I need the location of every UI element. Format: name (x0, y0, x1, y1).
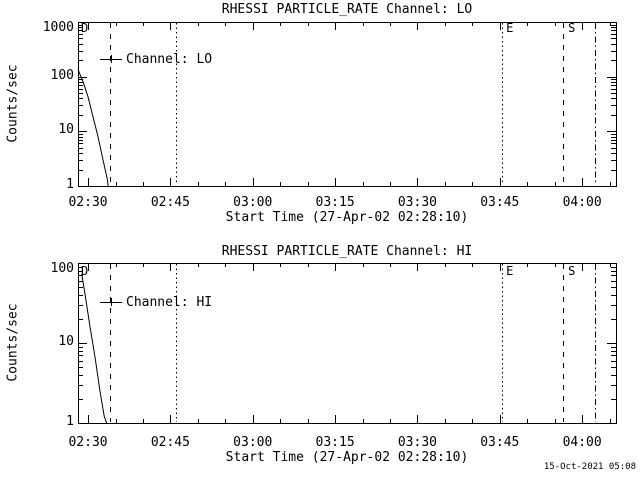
x-tick-label: 04:00 (562, 195, 602, 210)
y-tick-label: 10 (58, 334, 74, 349)
y-tick-label: 10 (58, 122, 74, 138)
legend-label-lo: Channel: LO (126, 52, 213, 67)
flag-letter: S (568, 264, 576, 278)
flag-letter: D (81, 264, 89, 278)
y-axis-title-hi: Counts/sec (5, 303, 21, 382)
y-tick-label: 1000 (42, 20, 74, 35)
legend-label-hi: Channel: HI (126, 295, 213, 310)
y-tick-label: 100 (50, 261, 74, 276)
x-tick-label: 03:45 (480, 435, 520, 450)
y-axis-title-lo: Counts/sec (5, 64, 21, 143)
plot-title-lo: RHESSI PARTICLE_RATE Channel: LO (221, 2, 473, 17)
x-axis-title-lo: Start Time (27-Apr-02 02:28:10) (225, 210, 469, 225)
x-tick-label: 03:30 (397, 195, 437, 210)
x-tick-label: 02:30 (68, 435, 108, 450)
flag-letter: D (81, 21, 89, 35)
plot-timestamp: 15-Oct-2021 05:08 (543, 462, 636, 472)
x-tick-label: 02:30 (68, 195, 108, 210)
plot-title-hi: RHESSI PARTICLE_RATE Channel: HI (221, 244, 473, 259)
x-tick-label: 03:15 (315, 435, 355, 450)
y-tick-label: 1 (66, 177, 74, 192)
x-tick-label: 03:00 (233, 435, 273, 450)
flag-letter: E (506, 21, 514, 35)
x-tick-label: 03:45 (480, 195, 520, 210)
x-tick-label: 02:45 (150, 435, 190, 450)
y-tick-label: 1 (66, 414, 74, 429)
flag-letter: E (506, 264, 514, 278)
x-tick-label: 03:15 (315, 195, 355, 210)
x-tick-label: 03:30 (397, 435, 437, 450)
x-tick-label: 04:00 (562, 435, 602, 450)
y-tick-label: 100 (50, 67, 74, 83)
x-tick-label: 02:45 (150, 195, 190, 210)
x-axis-title-hi: Start Time (27-Apr-02 02:28:10) (225, 450, 469, 465)
x-tick-label: 03:00 (233, 195, 273, 210)
flag-letter: S (568, 21, 576, 35)
